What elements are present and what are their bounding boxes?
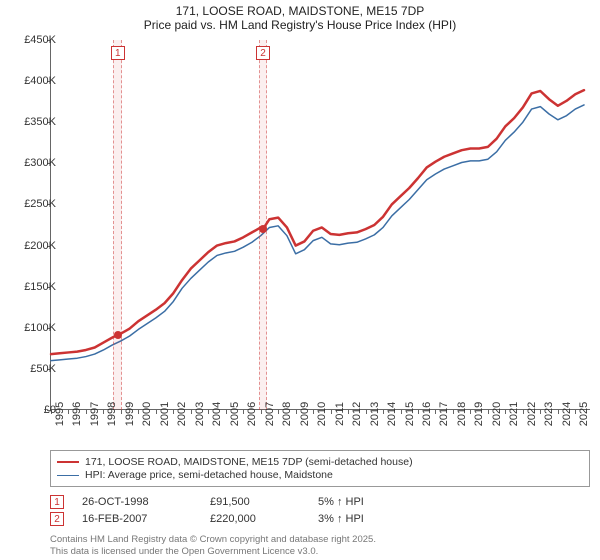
x-tick-label: 2007: [264, 402, 276, 426]
legend-label-subject: 171, LOOSE ROAD, MAIDSTONE, ME15 7DP (se…: [85, 456, 413, 468]
x-tick-label: 1996: [71, 402, 83, 426]
x-tick-label: 2021: [508, 402, 520, 426]
price-event-marker: 1: [111, 46, 125, 60]
y-tick-label: £150K: [12, 281, 56, 293]
legend-item-hpi: HPI: Average price, semi-detached house,…: [57, 469, 583, 481]
y-tick-label: £50K: [12, 363, 56, 375]
y-tick-label: £400K: [12, 75, 56, 87]
y-tick-label: £450K: [12, 34, 56, 46]
x-tick-label: 2003: [194, 402, 206, 426]
sales-table: 1 26-OCT-1998 £91,500 5% ↑ HPI 2 16-FEB-…: [50, 492, 590, 529]
sale-price: £220,000: [210, 513, 300, 525]
x-tick-label: 1997: [89, 402, 101, 426]
title-block: 171, LOOSE ROAD, MAIDSTONE, ME15 7DP Pri…: [0, 0, 600, 34]
x-tick-label: 2009: [299, 402, 311, 426]
x-tick-label: 2024: [561, 402, 573, 426]
legend-swatch-subject: [57, 461, 79, 463]
sale-row: 2 16-FEB-2007 £220,000 3% ↑ HPI: [50, 512, 590, 526]
x-tick-label: 2008: [281, 402, 293, 426]
x-tick-label: 2020: [491, 402, 503, 426]
sale-hpi-delta: 5% ↑ HPI: [318, 496, 408, 508]
legend: 171, LOOSE ROAD, MAIDSTONE, ME15 7DP (se…: [50, 450, 590, 487]
legend-label-hpi: HPI: Average price, semi-detached house,…: [85, 469, 333, 481]
title-address: 171, LOOSE ROAD, MAIDSTONE, ME15 7DP: [0, 4, 600, 18]
x-tick-label: 2004: [211, 402, 223, 426]
x-tick-label: 2005: [229, 402, 241, 426]
x-tick-label: 2006: [246, 402, 258, 426]
y-tick-label: £200K: [12, 240, 56, 252]
sale-marker-icon: 1: [50, 495, 64, 509]
sale-marker-icon: 2: [50, 512, 64, 526]
price-event-band: [113, 40, 122, 410]
x-tick-label: 2022: [526, 402, 538, 426]
title-subtitle: Price paid vs. HM Land Registry's House …: [0, 18, 600, 32]
x-tick-label: 2019: [473, 402, 485, 426]
x-tick-label: 2002: [176, 402, 188, 426]
price-event-dot: [259, 225, 267, 233]
x-tick-label: 2010: [316, 402, 328, 426]
series-subject: [51, 90, 584, 354]
x-tick-label: 2001: [159, 402, 171, 426]
x-tick-label: 2015: [404, 402, 416, 426]
price-event-dot: [114, 331, 122, 339]
sale-hpi-delta: 3% ↑ HPI: [318, 513, 408, 525]
y-tick-label: £350K: [12, 116, 56, 128]
footer-licence: This data is licensed under the Open Gov…: [50, 546, 318, 557]
sale-price: £91,500: [210, 496, 300, 508]
price-event-marker: 2: [256, 46, 270, 60]
x-tick-label: 2018: [456, 402, 468, 426]
x-tick-label: 2017: [438, 402, 450, 426]
sale-row: 1 26-OCT-1998 £91,500 5% ↑ HPI: [50, 495, 590, 509]
plot-area: 12: [50, 40, 590, 410]
legend-item-subject: 171, LOOSE ROAD, MAIDSTONE, ME15 7DP (se…: [57, 456, 583, 468]
sale-date: 26-OCT-1998: [82, 496, 192, 508]
footer-copyright: Contains HM Land Registry data © Crown c…: [50, 534, 376, 545]
series-hpi: [51, 105, 584, 361]
x-tick-label: 2012: [351, 402, 363, 426]
chart-container: 171, LOOSE ROAD, MAIDSTONE, ME15 7DP Pri…: [0, 0, 600, 560]
line-series-svg: [51, 40, 591, 410]
x-tick-label: 2016: [421, 402, 433, 426]
y-tick-label: £0: [12, 404, 56, 416]
x-tick-label: 1998: [106, 402, 118, 426]
y-tick-label: £300K: [12, 157, 56, 169]
x-tick-label: 2000: [141, 402, 153, 426]
x-tick-label: 1999: [124, 402, 136, 426]
x-tick-label: 2013: [369, 402, 381, 426]
x-tick-label: 2023: [543, 402, 555, 426]
y-tick-label: £100K: [12, 322, 56, 334]
x-tick-label: 2025: [578, 402, 590, 426]
legend-swatch-hpi: [57, 475, 79, 476]
x-tick-label: 1995: [54, 402, 66, 426]
x-tick-label: 2011: [334, 402, 346, 426]
y-tick-label: £250K: [12, 198, 56, 210]
x-tick-label: 2014: [386, 402, 398, 426]
sale-date: 16-FEB-2007: [82, 513, 192, 525]
